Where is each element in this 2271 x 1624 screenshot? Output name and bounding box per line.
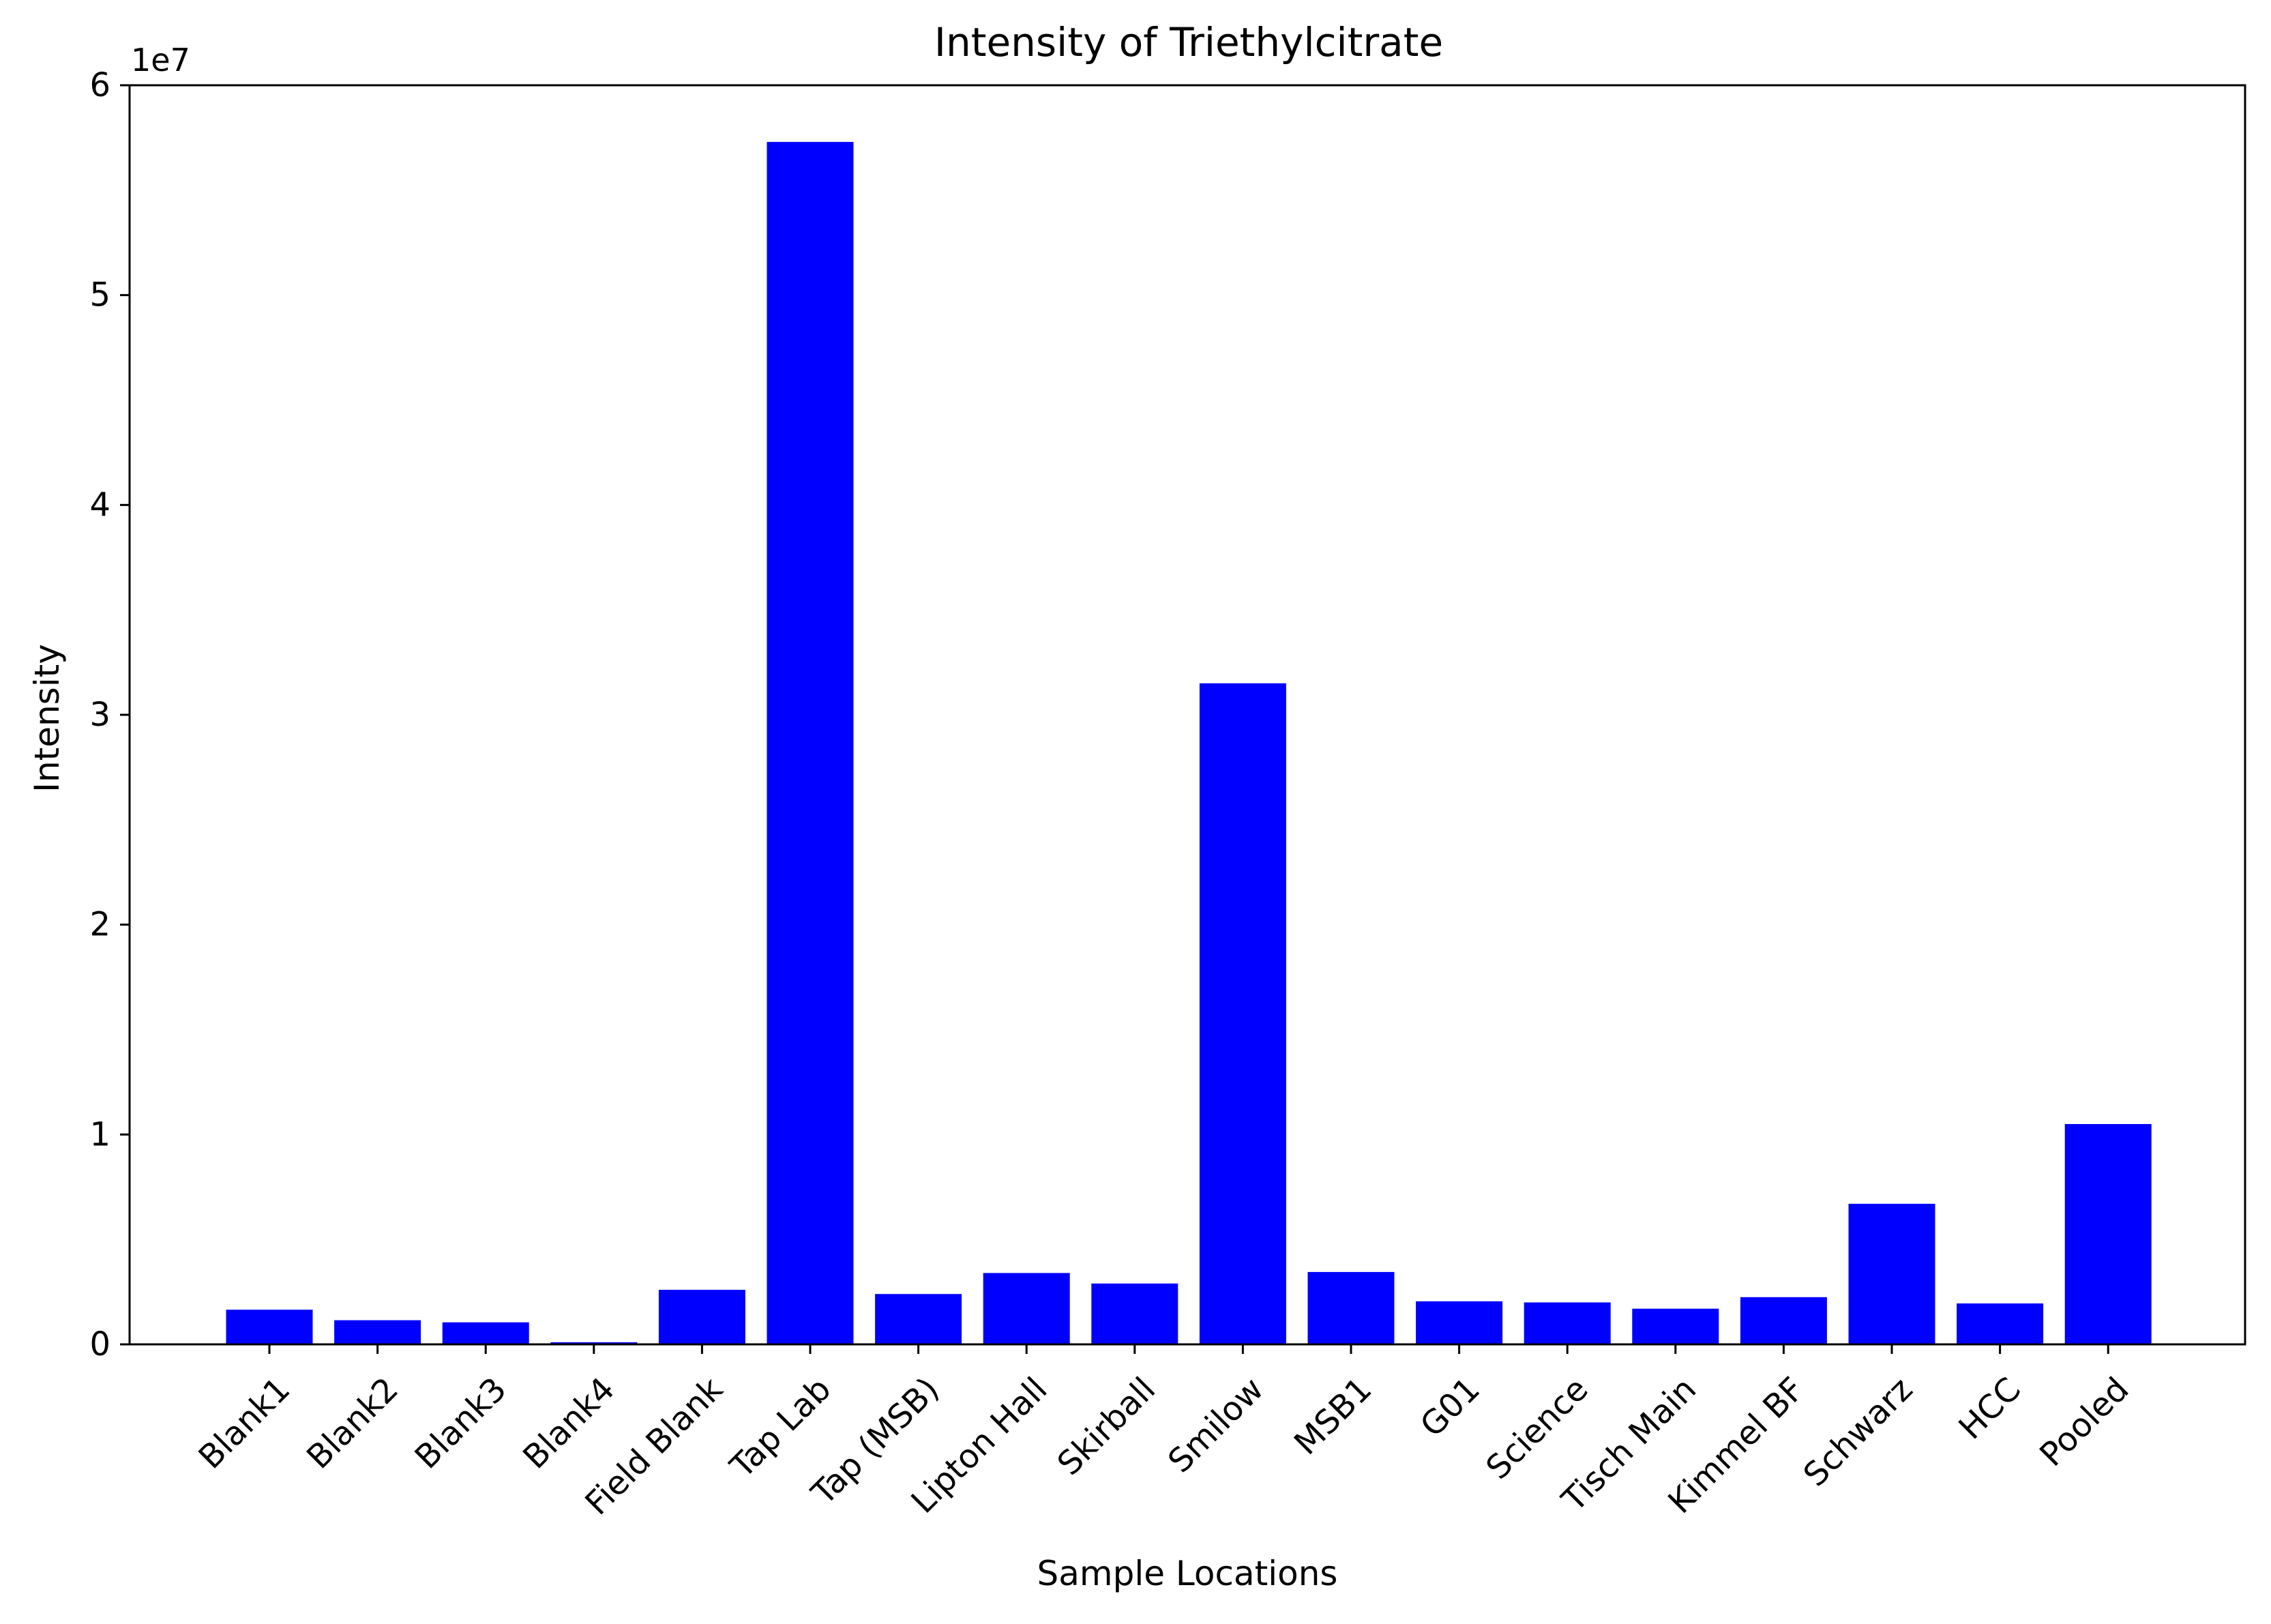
- x-tick-label: MSB1: [1287, 1370, 1379, 1462]
- y-tick-label: 4: [89, 486, 110, 524]
- y-axis-ticks: 0 1 2 3 4 5 6: [89, 66, 130, 1363]
- x-axis-label: Sample Locations: [1037, 1554, 1338, 1593]
- bar-blank3: [442, 1322, 529, 1344]
- bar-g01: [1416, 1301, 1503, 1344]
- bar-msb1: [1307, 1271, 1395, 1344]
- x-tick-label: HCC: [1951, 1370, 2028, 1447]
- x-tick-label: Blank4: [516, 1370, 622, 1477]
- y-tick-label: 2: [89, 906, 110, 944]
- x-tick-label: Blank1: [192, 1370, 298, 1477]
- bar-hcc: [1957, 1303, 2044, 1344]
- bar-blank2: [334, 1320, 421, 1344]
- bar-tap-lab: [767, 142, 854, 1345]
- bar-science: [1524, 1302, 1611, 1344]
- y-offset-label: 1e7: [131, 42, 190, 78]
- x-tick-label: Pooled: [2032, 1370, 2136, 1474]
- bar-skirball: [1091, 1283, 1178, 1344]
- bar-blank4: [550, 1342, 638, 1344]
- chart-title: Intensity of Triethylcitrate: [934, 19, 1443, 65]
- bar-smilow: [1199, 683, 1286, 1344]
- x-tick-label: G01: [1413, 1370, 1487, 1445]
- x-tick-label: Blank3: [408, 1370, 514, 1477]
- bar-field-blank: [658, 1290, 745, 1344]
- x-tick-label: Schwarz: [1796, 1370, 1920, 1494]
- bar-tisch-main: [1632, 1308, 1719, 1344]
- y-axis-label: Intensity: [27, 644, 67, 793]
- y-tick-label: 6: [89, 66, 110, 104]
- bar-schwarz: [1848, 1203, 1935, 1344]
- bar-kimmel-bf: [1740, 1297, 1827, 1344]
- x-tick-label: Skirball: [1050, 1370, 1163, 1483]
- y-tick-label: 0: [89, 1325, 110, 1363]
- x-tick-label: Smilow: [1161, 1370, 1271, 1481]
- bar-lipton-hall: [983, 1273, 1070, 1344]
- bar-pooled: [2064, 1124, 2152, 1344]
- bar-tap-msb: [875, 1294, 962, 1344]
- bar-blank1: [226, 1310, 313, 1344]
- y-tick-label: 3: [89, 696, 110, 734]
- bars-group: [226, 142, 2152, 1345]
- x-tick-label: Blank2: [299, 1370, 406, 1477]
- y-tick-label: 5: [89, 276, 110, 314]
- y-tick-label: 1: [89, 1115, 110, 1153]
- plot-frame: [128, 84, 2246, 1346]
